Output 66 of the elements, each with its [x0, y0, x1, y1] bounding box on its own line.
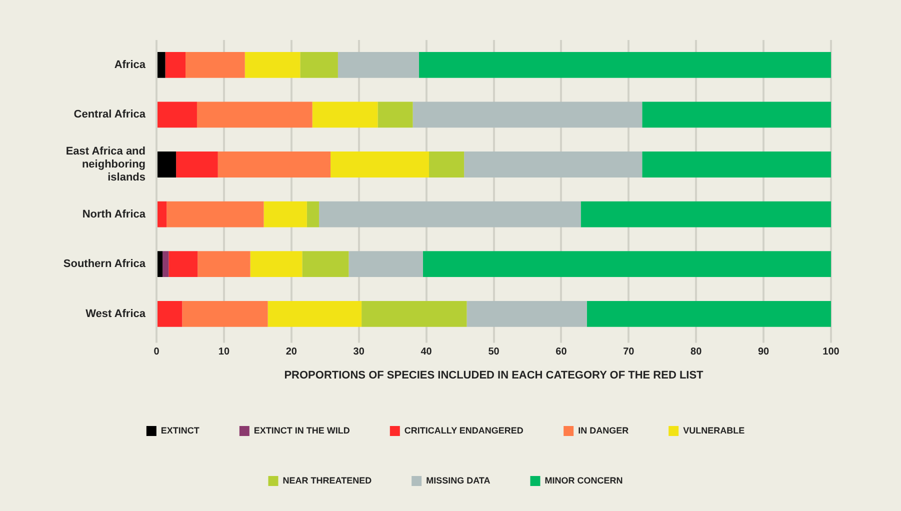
legend-label: EXTINCT IN THE WILD — [254, 425, 350, 436]
x-tick-label: 80 — [690, 346, 702, 358]
bar — [338, 52, 419, 78]
bar — [466, 300, 587, 327]
x-axis-title: PROPORTIONS OF SPECIES INCLUDED IN EACH CATEGORY OF THE RED LIST — [284, 369, 704, 382]
legend-label: EXTINCT — [160, 425, 200, 436]
bar — [158, 102, 197, 128]
bar — [429, 152, 464, 178]
legend-label: NEAR THREATENED — [282, 475, 372, 486]
x-tick-label: 30 — [353, 346, 365, 358]
bar — [162, 251, 169, 278]
bar — [362, 300, 467, 327]
bar — [348, 251, 423, 278]
bar — [642, 102, 831, 128]
bar — [464, 152, 642, 178]
bar — [196, 102, 312, 128]
bar — [580, 201, 831, 228]
x-tick-label: 20 — [286, 346, 298, 358]
x-tick-label: 50 — [488, 346, 500, 358]
bar — [218, 152, 331, 178]
x-tick-label: 10 — [218, 346, 230, 358]
legend-label: MINOR CONCERN — [544, 475, 623, 486]
bar — [176, 152, 218, 178]
bar — [306, 201, 320, 228]
bar — [198, 251, 250, 278]
y-tick-label: North Africa — [82, 208, 146, 220]
bar — [268, 300, 362, 327]
x-tick-label: 70 — [623, 346, 635, 358]
bar — [319, 201, 581, 228]
legend-label: IN DANGER — [578, 425, 630, 436]
bar — [158, 251, 163, 278]
y-tick-label: West Africa — [86, 308, 146, 320]
x-tick-label: 60 — [556, 346, 568, 358]
bar — [186, 52, 245, 78]
y-tick-label: East Africa and neighboring islands — [66, 145, 146, 184]
bar — [300, 52, 338, 78]
legend-label: MISSING DATA — [426, 475, 491, 486]
bar — [165, 52, 186, 78]
x-tick-label: 90 — [758, 346, 770, 358]
bar — [244, 52, 300, 78]
bar — [168, 251, 198, 278]
y-tick-label: Africa — [114, 58, 146, 71]
bar — [158, 300, 182, 327]
bar — [312, 102, 378, 128]
x-tick-label: 0 — [154, 346, 160, 358]
bar — [378, 102, 413, 128]
y-tick-label: Southern Africa — [63, 258, 146, 270]
bar — [422, 251, 831, 278]
bar — [586, 300, 831, 327]
bar — [166, 201, 264, 228]
x-tick-label: 100 — [822, 346, 840, 358]
bar — [330, 152, 430, 178]
bar — [250, 251, 302, 278]
bar — [302, 251, 349, 278]
y-tick-label: Central Africa — [74, 108, 146, 121]
legend-label: CRITICALLY ENDANGERED — [404, 425, 524, 436]
bar — [182, 300, 268, 327]
bar — [264, 201, 307, 228]
bar — [158, 52, 166, 78]
bar — [158, 201, 167, 228]
legend-label: VULNERABLE — [683, 425, 745, 436]
x-tick-label: 40 — [420, 346, 432, 358]
bar — [642, 152, 831, 178]
bar — [418, 52, 831, 78]
bar — [158, 152, 176, 178]
bar — [412, 102, 642, 128]
